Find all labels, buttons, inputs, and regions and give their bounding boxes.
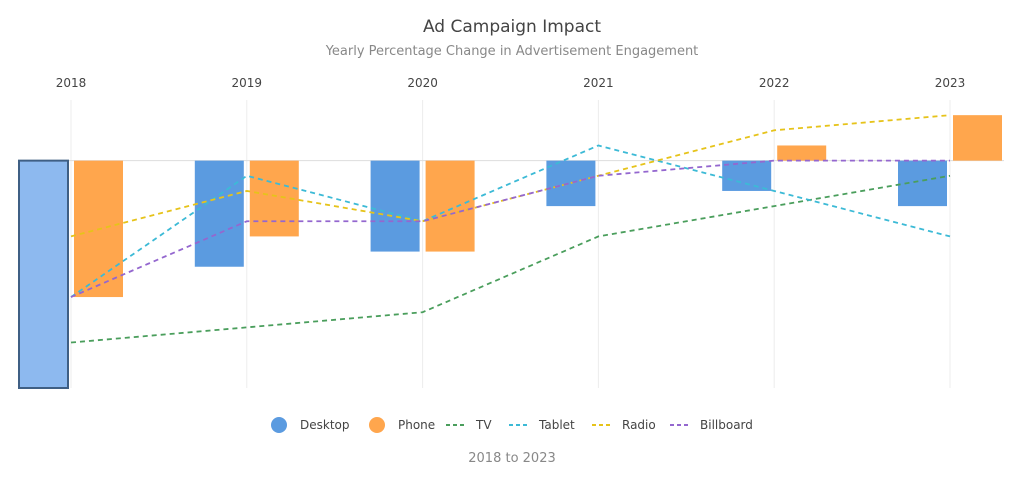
legend-label-phone: Phone [398,418,435,432]
x-axis-ticks: 2018 2019 2020 2021 2022 2023 [56,76,966,90]
tick-label-2020: 2020 [407,76,438,90]
legend-item-tv[interactable]: TV [446,418,492,432]
legend-marker-desktop [271,417,287,433]
bar-desktop-2019[interactable] [194,160,244,267]
tick-label-2018: 2018 [56,76,87,90]
tick-label-2023: 2023 [935,76,966,90]
legend: Desktop Phone TV Tablet Radio Billboard [271,417,753,433]
series-line-radio[interactable] [70,114,951,238]
legend-label-billboard: Billboard [700,418,753,432]
tick-label-2021: 2021 [583,76,614,90]
legend-item-billboard[interactable]: Billboard [670,418,753,432]
legend-label-tv: TV [475,418,492,432]
bar-desktop-2022[interactable] [722,160,772,191]
bar-phone-2020[interactable] [425,160,475,252]
series-line-tablet[interactable] [70,144,951,298]
series-lines [70,114,951,344]
legend-item-radio[interactable]: Radio [592,418,656,432]
legend-label-tablet: Tablet [538,418,575,432]
legend-label-desktop: Desktop [300,418,350,432]
legend-marker-phone [369,417,385,433]
chart-title: Ad Campaign Impact [423,17,601,37]
tick-label-2019: 2019 [232,76,263,90]
legend-label-radio: Radio [622,418,656,432]
legend-item-phone[interactable]: Phone [369,417,435,433]
bar-desktop-2018[interactable] [18,159,69,389]
bar-phone-2022[interactable] [777,145,827,161]
bars [18,115,1002,389]
bar-phone-2023[interactable] [953,115,1002,161]
tick-label-2022: 2022 [759,76,790,90]
chart-subtitle: Yearly Percentage Change in Advertisemen… [325,44,699,59]
x-axis-label: 2018 to 2023 [468,451,555,466]
legend-item-tablet[interactable]: Tablet [509,418,575,432]
grid [20,100,1004,388]
series-line-tv[interactable] [70,174,951,344]
bar-desktop-2020[interactable] [370,160,420,252]
legend-item-desktop[interactable]: Desktop [271,417,350,433]
